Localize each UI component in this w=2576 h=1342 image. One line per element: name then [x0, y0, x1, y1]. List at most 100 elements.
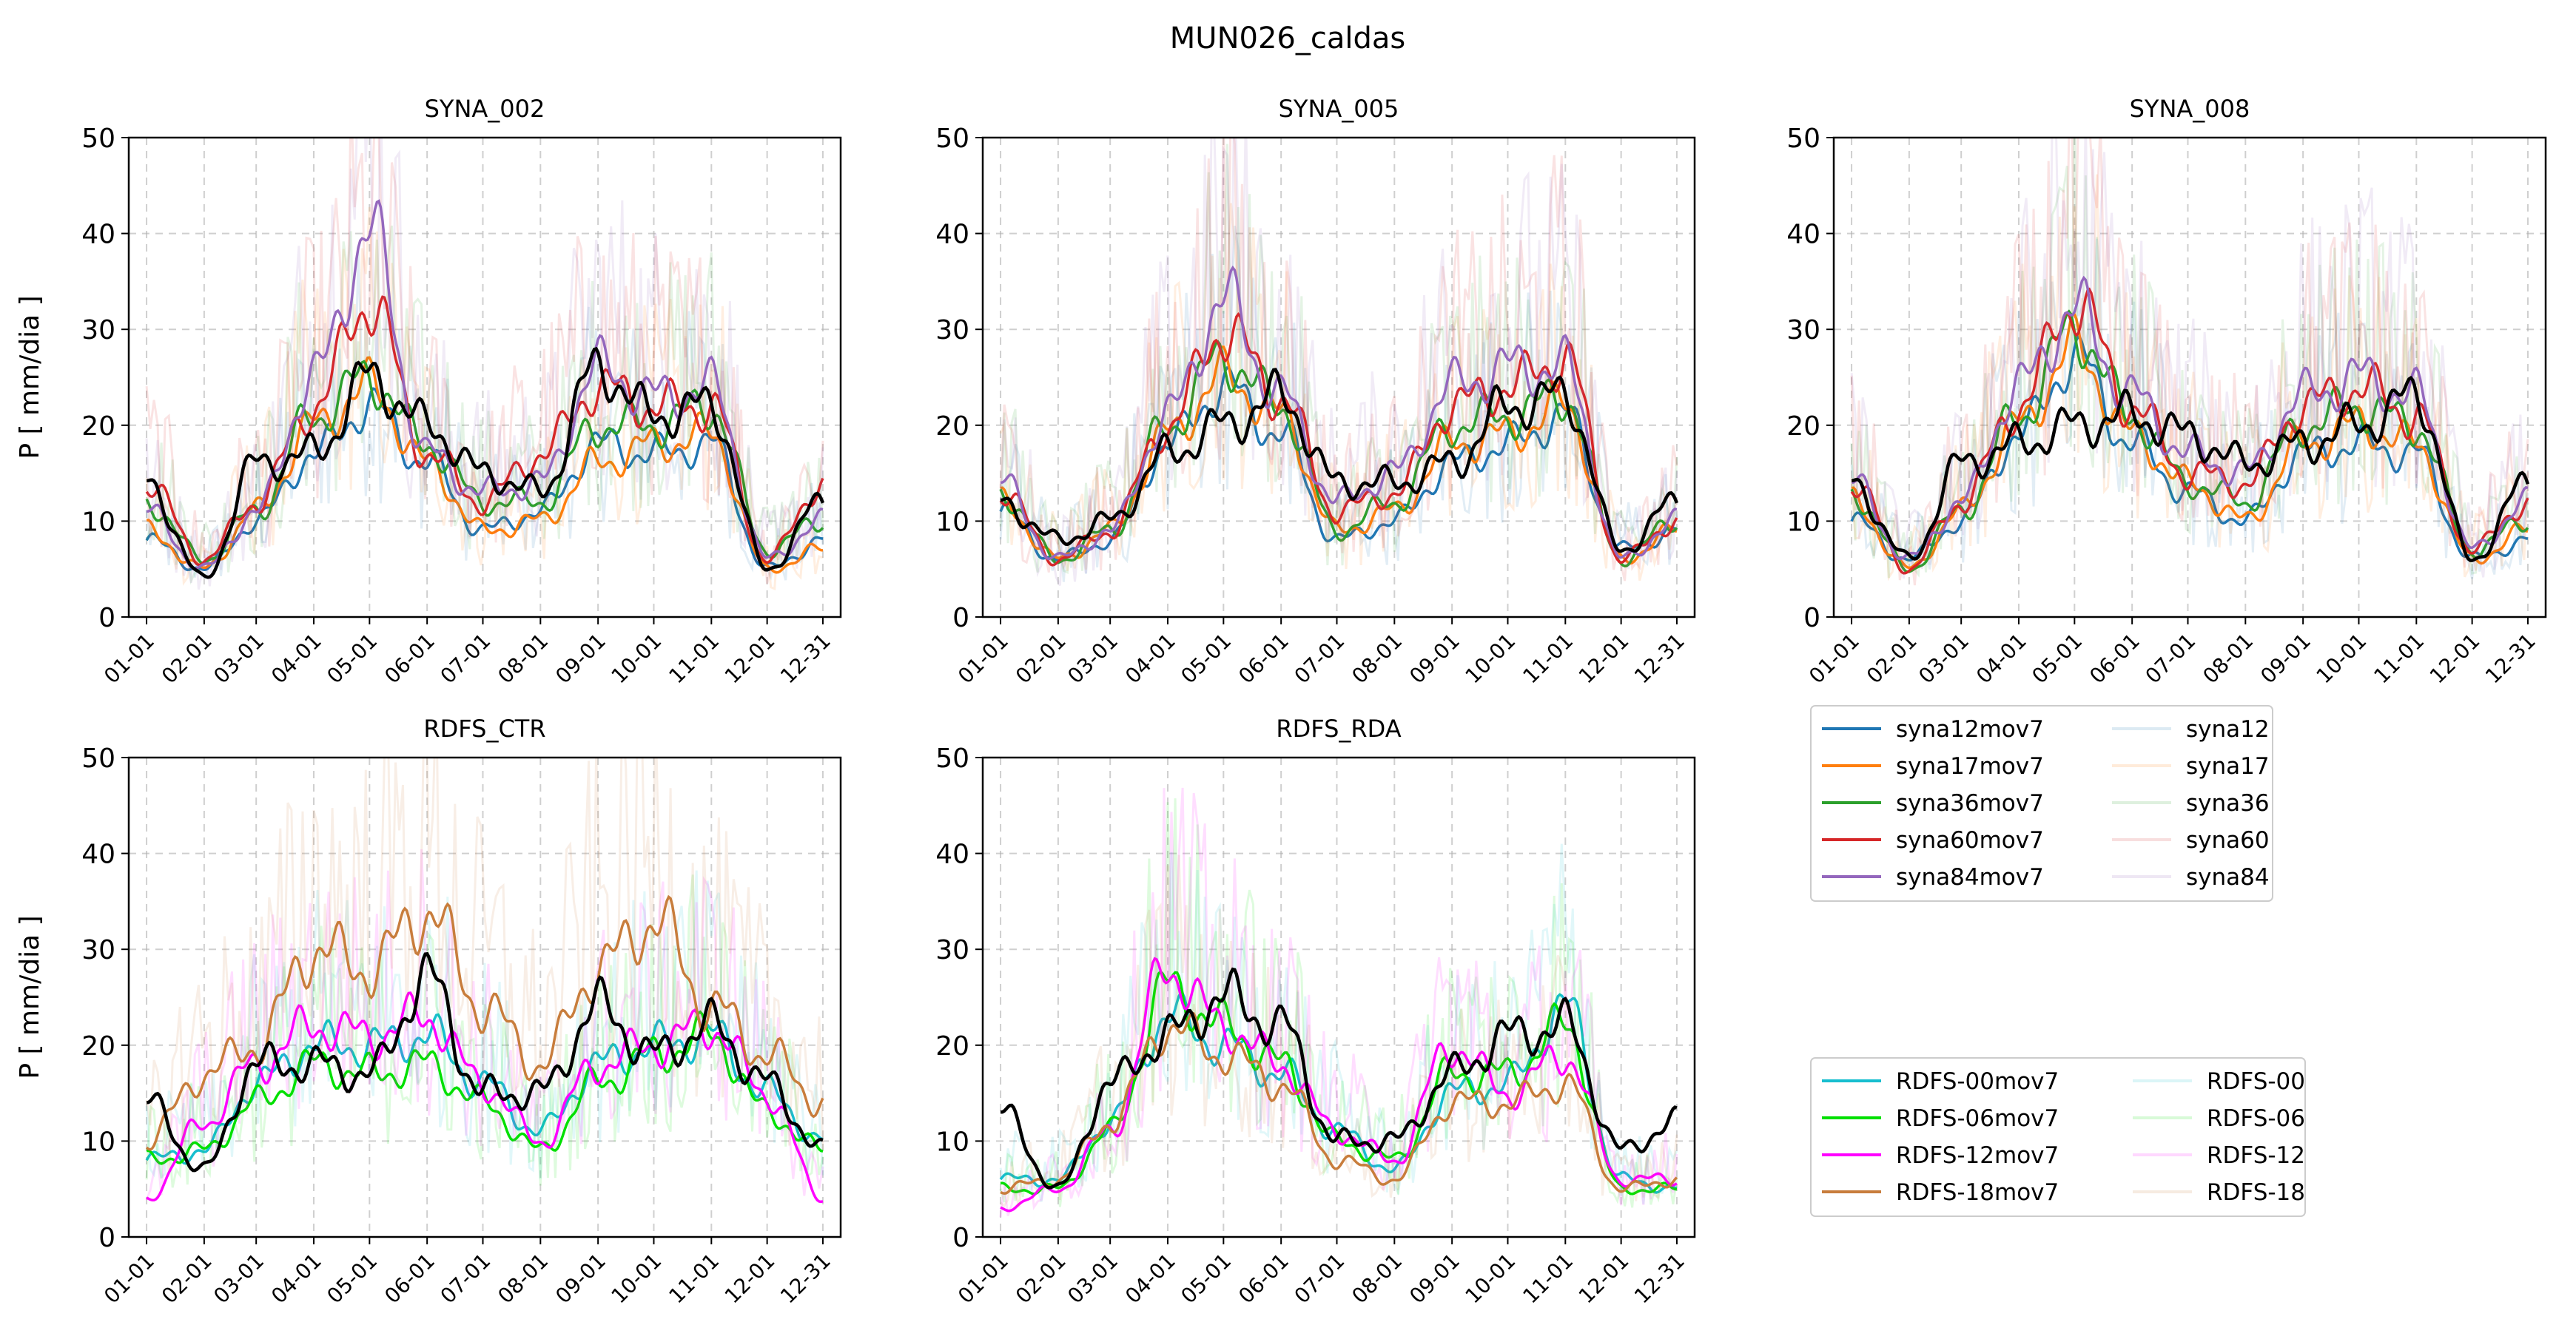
panel-syna-005: 0 10 20 30 40 50 01-0102-0103-0104-0105-0106-0… — [935, 95, 1696, 689]
panel-title: SYNA_002 — [425, 95, 545, 123]
x-tick-label: 11-01 — [1518, 629, 1578, 689]
panel-syna-008: 0 10 20 30 40 50 01-0102-0103-0104-0105-0106-0… — [1786, 95, 2547, 689]
x-tick-label: 01-01 — [99, 1249, 159, 1309]
legend-label: RDFS-12 — [2207, 1142, 2305, 1169]
x-tick-label: 05-01 — [322, 629, 382, 689]
x-tick-label: 01-01 — [1804, 629, 1864, 689]
series-raw-rdfs-18mov7 — [999, 854, 1678, 1208]
x-tick-label: 08-01 — [493, 1249, 553, 1309]
y-tick-label: 10 — [81, 507, 115, 537]
y-tick-label: 50 — [81, 124, 115, 154]
axes-frame — [1832, 136, 2547, 618]
x-tick-label: 01-01 — [953, 1249, 1013, 1309]
legend-label: syna84 — [2186, 864, 2270, 891]
y-tick-label: 20 — [935, 411, 969, 442]
series-raw-syna17mov7 — [999, 203, 1678, 581]
x-tick-label: 01-01 — [99, 629, 159, 689]
x-tick-label: 01-01 — [953, 629, 1013, 689]
series-raw-syna60mov7 — [145, 138, 824, 584]
figure-title: MUN026_caldas — [1170, 21, 1405, 55]
panel-syna-002: 0 10 20 30 40 50 01-0102-0103-0104-0105-0106-0… — [15, 95, 842, 689]
y-tick-label: 10 — [81, 1127, 115, 1157]
plot-area — [1850, 138, 2530, 586]
x-tick-label: 09-01 — [551, 1249, 611, 1309]
x-tick-label: 09-01 — [1405, 629, 1464, 689]
y-tick-label: 20 — [81, 411, 115, 442]
series-raw-syna36mov7 — [999, 144, 1678, 575]
x-tick-label: 03-01 — [209, 629, 269, 689]
x-tick-label: 09-01 — [551, 629, 611, 689]
axes-frame — [981, 756, 1696, 1238]
series-syna84mov7 — [1851, 275, 2529, 561]
x-tick-label: 07-01 — [2141, 629, 2201, 689]
series-syna60mov7 — [999, 312, 1678, 567]
y-tick-label: 0 — [98, 603, 115, 633]
x-tick-label: 11-01 — [664, 1249, 724, 1309]
x-tick-label: 06-01 — [2085, 629, 2145, 689]
legend-label: syna17mov7 — [1896, 753, 2044, 780]
series-raw-syna60mov7 — [1850, 138, 2529, 586]
plot-area — [999, 138, 1678, 587]
y-tick-label: 30 — [1786, 315, 1820, 345]
legend-label: RDFS-00 — [2207, 1068, 2305, 1095]
series-syna12mov7 — [1850, 334, 2529, 562]
legend-label: syna12 — [2186, 716, 2270, 743]
x-tick-label: 10-01 — [607, 629, 667, 689]
series-raw-syna84mov7 — [1850, 138, 2529, 579]
y-tick-label: 30 — [81, 315, 115, 345]
legend-label: RDFS-00mov7 — [1896, 1068, 2059, 1095]
legend-label: syna60mov7 — [1896, 827, 2044, 854]
x-tick-label: 12-31 — [776, 1249, 835, 1309]
y-axis-label: P [ mm/dia ] — [15, 915, 45, 1079]
legend-label: syna17 — [2186, 753, 2270, 780]
x-tick-label: 07-01 — [1290, 629, 1350, 689]
y-tick-label: 30 — [935, 315, 969, 345]
series-rdfs-18mov7 — [1000, 1011, 1678, 1195]
x-tick-label: 05-01 — [322, 1249, 382, 1309]
x-tick-label: 03-01 — [1063, 1249, 1123, 1309]
x-tick-label: 10-01 — [2312, 629, 2372, 689]
y-tick-label: 50 — [1786, 124, 1820, 154]
x-tick-label: 11-01 — [2369, 629, 2429, 689]
x-tick-label: 11-01 — [664, 629, 724, 689]
x-tick-label: 05-01 — [2027, 629, 2087, 689]
series-raw-syna17mov7 — [1850, 174, 2529, 581]
legend-label: RDFS-06 — [2207, 1105, 2305, 1132]
series-raw-rdfs-00mov7 — [999, 843, 1678, 1204]
panel-title: SYNA_005 — [1279, 95, 1399, 123]
axes-frame — [981, 136, 1696, 618]
legend-label: RDFS-06mov7 — [1896, 1105, 2059, 1132]
series-raw-rdfs-06mov7 — [999, 798, 1678, 1208]
y-axis-label: P [ mm/dia ] — [15, 295, 45, 459]
y-tick-label: 40 — [81, 840, 115, 870]
axes-frame — [127, 136, 842, 618]
x-tick-label: 02-01 — [157, 629, 217, 689]
axes-frame — [127, 756, 842, 1238]
y-tick-label: 40 — [935, 840, 969, 870]
x-tick-label: 04-01 — [1120, 629, 1180, 689]
legend-label: syna36mov7 — [1896, 790, 2044, 817]
panel-title: SYNA_008 — [2130, 95, 2250, 123]
legend-label: syna36 — [2186, 790, 2270, 817]
series-raw-syna84mov7 — [999, 138, 1678, 587]
y-tick-label: 50 — [935, 124, 969, 154]
x-tick-label: 08-01 — [493, 629, 553, 689]
plot-area — [999, 787, 1678, 1218]
x-tick-label: 09-01 — [1405, 1249, 1464, 1309]
x-tick-label: 04-01 — [266, 1249, 326, 1309]
panel-rdfs-rda: 0 10 20 30 40 50 01-0102-0103-0104-0105-0106-0… — [935, 715, 1696, 1309]
y-tick-label: 20 — [1786, 411, 1820, 442]
y-tick-label: 0 — [952, 1223, 969, 1253]
x-tick-label: 05-01 — [1176, 1249, 1236, 1309]
legend-syna: syna12mov7 syna17mov7 syna36mov7 syna60mov7… — [1810, 705, 2273, 902]
x-tick-label: 12-01 — [720, 1249, 780, 1309]
series-obs — [1000, 368, 1678, 553]
legend-label: syna12mov7 — [1896, 716, 2044, 743]
x-tick-label: 04-01 — [1120, 1249, 1180, 1309]
x-tick-label: 06-01 — [380, 1249, 440, 1309]
y-tick-label: 30 — [81, 935, 115, 965]
x-tick-label: 12-01 — [720, 629, 780, 689]
x-tick-label: 12-31 — [776, 629, 835, 689]
x-tick-label: 06-01 — [1234, 1249, 1294, 1309]
